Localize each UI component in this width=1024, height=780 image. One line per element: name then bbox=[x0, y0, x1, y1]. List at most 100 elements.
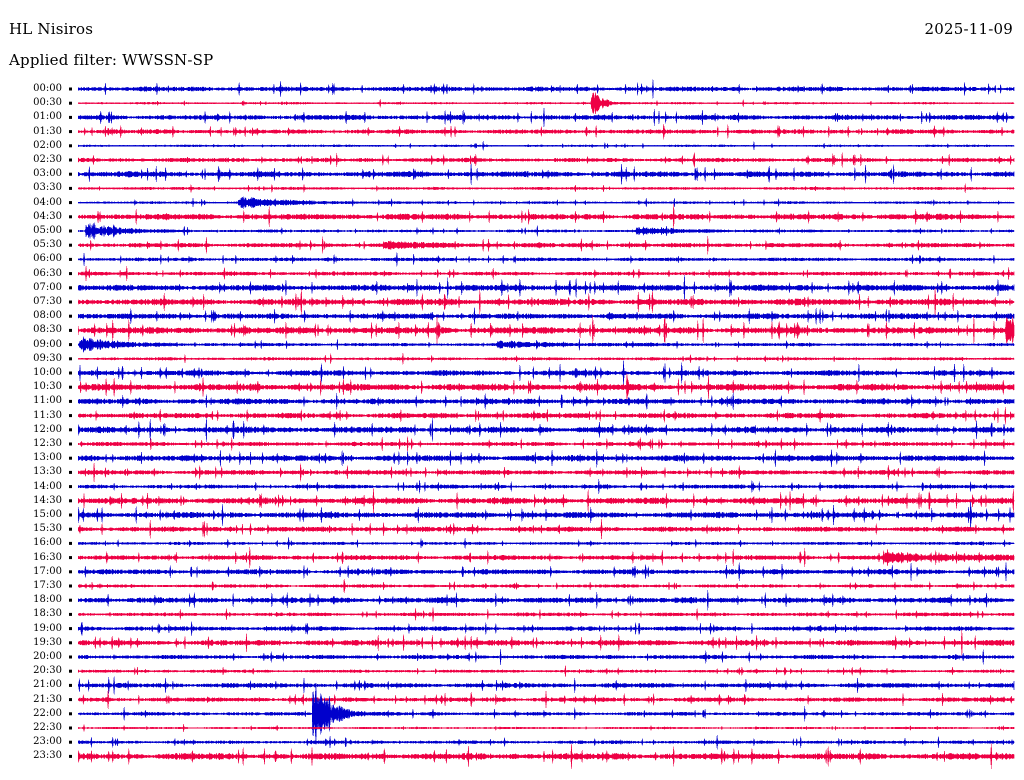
seismic-trace bbox=[77, 519, 1015, 540]
time-tick-label: 12:00 bbox=[33, 423, 62, 435]
time-tick-label: 20:30 bbox=[33, 665, 62, 677]
seismic-trace bbox=[77, 373, 1015, 401]
time-tick-label: 14:30 bbox=[33, 494, 62, 506]
seismic-trace bbox=[77, 621, 1015, 636]
time-tick-label: 20:00 bbox=[33, 651, 62, 662]
time-tick-label: 22:00 bbox=[33, 707, 62, 719]
time-tick-label: 02:00 bbox=[33, 139, 62, 151]
time-tick-label: 07:30 bbox=[33, 296, 62, 307]
time-tick-label: 16:00 bbox=[33, 537, 62, 549]
seismic-trace bbox=[77, 235, 1015, 255]
time-tick-label: 16:30 bbox=[33, 551, 62, 563]
time-tick-label: 11:00 bbox=[33, 395, 62, 407]
seismic-trace bbox=[77, 152, 1015, 168]
time-tick-label: 03:30 bbox=[33, 182, 62, 194]
time-tick-label: 17:00 bbox=[33, 565, 62, 577]
seismic-trace bbox=[77, 163, 1015, 186]
seismic-trace bbox=[77, 183, 1015, 194]
seismic-trace bbox=[77, 107, 1015, 127]
station-title: HL Nisiros bbox=[9, 20, 94, 38]
seismic-trace bbox=[77, 562, 1015, 582]
seismic-trace bbox=[77, 743, 1015, 770]
seismic-trace bbox=[77, 676, 1015, 695]
time-tick-label: 14:00 bbox=[33, 480, 62, 492]
time-tick-label: 18:30 bbox=[33, 608, 62, 620]
seismic-trace bbox=[77, 607, 1015, 622]
time-tick-label: 11:30 bbox=[33, 409, 62, 421]
time-tick-label: 01:30 bbox=[33, 125, 62, 137]
time-tick-label: 19:30 bbox=[33, 636, 62, 648]
time-tick-label: 06:00 bbox=[33, 253, 62, 265]
seismic-trace bbox=[77, 462, 1015, 482]
time-tick-label: 13:00 bbox=[33, 452, 62, 464]
seismic-trace bbox=[77, 392, 1015, 411]
seismic-trace bbox=[77, 488, 1015, 514]
seismic-trace bbox=[77, 204, 1015, 230]
seismic-trace bbox=[77, 406, 1015, 425]
time-tick-labels: 00:00 00:30 01:00 01:30 02:00 02:30 03:00 03:30… bbox=[0, 0, 78, 780]
time-tick-label: 02:30 bbox=[33, 154, 62, 165]
seismic-trace bbox=[77, 265, 1015, 282]
seismic-trace bbox=[77, 79, 1015, 99]
seismic-trace bbox=[77, 307, 1015, 325]
seismic-trace bbox=[77, 222, 1015, 240]
seismic-trace bbox=[77, 274, 1015, 301]
time-tick-label: 00:30 bbox=[33, 97, 62, 109]
seismic-trace bbox=[77, 649, 1015, 665]
time-tick-label: 00:00 bbox=[33, 83, 62, 94]
seismic-trace bbox=[77, 196, 1015, 209]
time-tick-label: 03:00 bbox=[33, 168, 62, 180]
time-tick-label: 10:00 bbox=[33, 367, 62, 378]
applied-filter-label: Applied filter: WWSSN-SP bbox=[9, 51, 214, 69]
recording-date: 2025-11-09 bbox=[924, 20, 1013, 38]
seismic-trace bbox=[77, 360, 1015, 386]
seismic-trace bbox=[77, 665, 1015, 678]
seismic-trace bbox=[77, 141, 1015, 151]
time-tick-label: 09:00 bbox=[33, 338, 62, 350]
time-tick-label: 07:00 bbox=[33, 281, 62, 293]
seismic-trace bbox=[77, 589, 1015, 611]
seismic-trace bbox=[77, 417, 1015, 442]
time-tick-label: 15:00 bbox=[33, 509, 62, 520]
time-tick-label: 15:30 bbox=[33, 523, 62, 535]
time-tick-label: 04:00 bbox=[33, 196, 62, 208]
time-tick-label: 06:30 bbox=[33, 267, 62, 279]
seismic-trace bbox=[77, 724, 1015, 732]
time-tick-label: 01:00 bbox=[33, 111, 62, 123]
seismic-trace bbox=[77, 546, 1015, 569]
seismic-trace bbox=[77, 92, 1015, 115]
seismic-trace bbox=[77, 690, 1015, 710]
time-tick-label: 21:00 bbox=[33, 679, 62, 691]
seismic-trace bbox=[77, 630, 1015, 656]
seismic-trace bbox=[77, 315, 1015, 346]
seismic-trace bbox=[77, 448, 1015, 468]
seismic-trace bbox=[77, 478, 1015, 495]
seismic-trace bbox=[77, 252, 1015, 267]
time-tick-label: 22:30 bbox=[33, 722, 62, 733]
time-tick-label: 17:30 bbox=[33, 580, 62, 591]
seismic-trace bbox=[77, 579, 1015, 593]
time-tick-label: 08:30 bbox=[33, 324, 62, 336]
seismic-trace bbox=[77, 287, 1015, 317]
time-tick-label: 05:30 bbox=[33, 239, 62, 251]
time-tick-label: 10:30 bbox=[33, 381, 62, 393]
seismic-trace bbox=[77, 336, 1015, 353]
time-tick-label: 12:30 bbox=[33, 438, 62, 449]
time-tick-label: 21:30 bbox=[33, 693, 62, 705]
seismic-trace bbox=[77, 436, 1015, 452]
time-tick-label: 23:00 bbox=[33, 736, 62, 748]
time-tick-label: 09:30 bbox=[33, 352, 62, 364]
time-tick-label: 04:30 bbox=[33, 210, 62, 222]
seismic-trace bbox=[77, 537, 1015, 550]
time-tick-label: 13:30 bbox=[33, 466, 62, 478]
seismic-trace bbox=[77, 123, 1015, 140]
seismic-trace bbox=[77, 734, 1015, 750]
time-tick-label: 23:30 bbox=[33, 750, 62, 762]
time-tick-label: 18:00 bbox=[33, 594, 62, 606]
time-tick-label: 05:00 bbox=[33, 225, 62, 236]
time-tick-label: 19:00 bbox=[33, 622, 62, 634]
seismic-trace bbox=[77, 353, 1015, 365]
seismic-trace bbox=[77, 683, 1015, 745]
